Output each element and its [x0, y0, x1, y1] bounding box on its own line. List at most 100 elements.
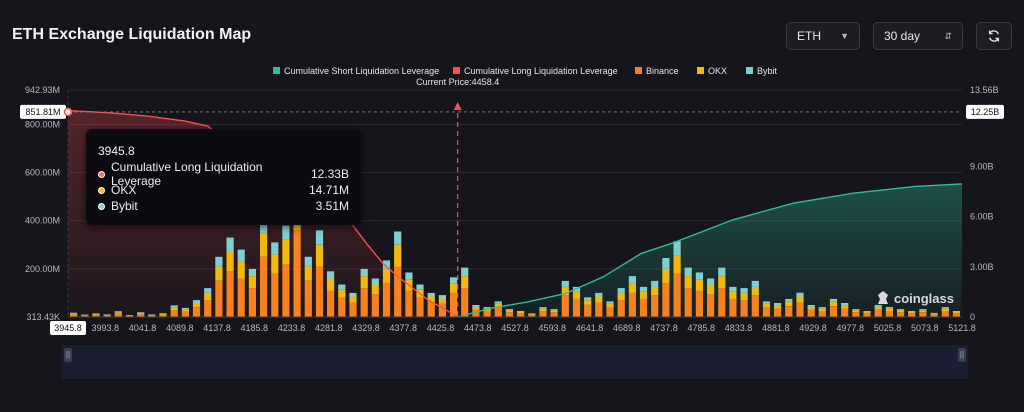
bar-binance: [550, 312, 558, 317]
zoom-handle-right[interactable]: ||: [958, 348, 966, 362]
bar-binance: [572, 298, 581, 317]
bar-binance: [707, 294, 715, 317]
bar-okx: [170, 307, 178, 311]
bar-okx: [103, 314, 111, 316]
y-left-tick-label: 400.00M: [25, 216, 60, 226]
bar-binance: [751, 295, 759, 317]
bar-binance: [841, 308, 849, 317]
x-tick-label: 4281.8: [315, 323, 343, 333]
bar-okx: [930, 313, 938, 315]
x-tick-label: 3945.8: [54, 323, 82, 333]
bar-bybit: [639, 286, 648, 292]
bar-bybit: [181, 307, 189, 310]
bar-bybit: [137, 312, 145, 313]
bar-okx: [215, 266, 223, 281]
bar-bybit: [695, 272, 703, 280]
bar-binance: [170, 310, 178, 317]
bar-bybit: [774, 303, 782, 306]
bar-bybit: [651, 280, 659, 287]
bar-bybit: [863, 311, 871, 312]
bar-binance: [405, 290, 413, 317]
bar-okx: [662, 268, 670, 284]
range-select-value: 30 day: [884, 29, 921, 43]
legend-item: Cumulative Short Liquidation Leverage: [284, 66, 439, 76]
bar-okx: [181, 309, 189, 312]
bar-bybit: [92, 313, 100, 315]
bar-okx: [751, 286, 759, 296]
bar-okx: [941, 308, 949, 311]
bar-binance: [897, 312, 905, 317]
bar-bybit: [349, 292, 357, 297]
bar-okx: [628, 283, 636, 293]
bar-bybit: [282, 225, 290, 240]
range-select[interactable]: 30 day ⇵: [873, 22, 963, 50]
bar-okx: [450, 283, 458, 293]
tooltip-series-value: 12.33B: [310, 167, 349, 181]
zoom-handle-left[interactable]: ||: [64, 348, 72, 362]
bar-binance: [673, 273, 681, 317]
bar-bybit: [751, 280, 759, 287]
bar-bybit: [125, 315, 134, 316]
short-line: [457, 183, 963, 318]
bar-binance: [829, 306, 838, 317]
bar-okx: [472, 306, 480, 310]
bar-binance: [450, 292, 458, 317]
bar-binance: [137, 314, 145, 317]
bar-okx: [371, 284, 379, 295]
bar-okx: [707, 284, 715, 295]
bar-okx: [394, 244, 402, 267]
bar-okx: [125, 315, 134, 317]
bar-bybit: [729, 286, 737, 292]
x-tick-label: 5073.8: [911, 323, 939, 333]
bar-okx: [841, 305, 849, 309]
bar-binance: [494, 307, 502, 317]
y-right-tick-label: 13.56B: [970, 85, 999, 95]
bar-okx: [137, 312, 145, 315]
bar-bybit: [215, 256, 223, 267]
bar-okx: [919, 310, 927, 313]
bar-bybit: [829, 298, 838, 302]
bar-okx: [617, 292, 625, 301]
bar-okx: [584, 300, 592, 305]
legend-item: Cumulative Long Liquidation Leverage: [464, 66, 618, 76]
bar-binance: [796, 302, 804, 317]
bar-okx: [114, 312, 122, 314]
y-left-highlight-bg: [20, 104, 66, 119]
bar-okx: [438, 298, 446, 304]
x-tick-label: 4881.8: [762, 323, 790, 333]
bar-bybit: [427, 292, 435, 297]
bar-binance: [192, 307, 201, 317]
tooltip-series-name: Cumulative Long Liquidation Leverage: [111, 160, 263, 188]
bar-binance: [92, 315, 100, 317]
bar-binance: [595, 302, 603, 317]
tooltip-series-value: 3.51M: [315, 199, 349, 213]
updown-icon: ⇵: [944, 30, 952, 41]
bar-okx: [92, 314, 100, 316]
bar-binance: [930, 314, 938, 317]
bar-binance: [852, 312, 860, 317]
bar-okx: [360, 276, 368, 289]
legend-item: Bybit: [757, 66, 778, 76]
zoom-scrollbar[interactable]: [62, 345, 968, 379]
bar-binance: [81, 315, 89, 317]
bar-okx: [528, 314, 536, 316]
bar-okx: [148, 314, 156, 316]
bar-binance: [952, 313, 960, 317]
bar-bybit: [561, 280, 569, 287]
y-left-tick-label: 200.00M: [25, 264, 60, 274]
bar-okx: [327, 278, 335, 291]
bar-okx: [695, 279, 703, 291]
symbol-select[interactable]: ETH ▼: [786, 22, 860, 50]
bar-bybit: [360, 268, 368, 277]
bar-bybit: [740, 288, 748, 293]
refresh-button[interactable]: [976, 22, 1012, 50]
bar-bybit: [461, 267, 469, 276]
bar-okx: [639, 291, 648, 299]
bar-binance: [639, 298, 648, 317]
bar-bybit: [271, 242, 279, 255]
bar-binance: [695, 290, 703, 317]
bar-bybit: [70, 312, 78, 314]
bar-bybit: [114, 311, 122, 313]
bar-bybit: [170, 305, 178, 308]
bar-bybit: [505, 309, 513, 311]
